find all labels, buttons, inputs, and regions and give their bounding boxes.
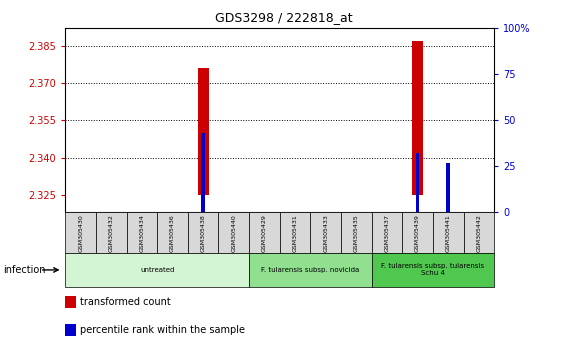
Text: GSM305437: GSM305437 <box>385 214 390 252</box>
Bar <box>198 68 208 195</box>
Text: GSM305436: GSM305436 <box>170 214 175 252</box>
Bar <box>412 41 423 195</box>
Bar <box>310 212 341 253</box>
Bar <box>201 133 205 212</box>
Text: GSM305440: GSM305440 <box>231 214 236 252</box>
Text: GSM305441: GSM305441 <box>446 214 451 252</box>
Text: percentile rank within the sample: percentile rank within the sample <box>80 325 244 335</box>
Text: GSM305435: GSM305435 <box>354 214 359 252</box>
Bar <box>96 212 127 253</box>
Text: GSM305438: GSM305438 <box>201 214 206 252</box>
Text: GSM305439: GSM305439 <box>415 214 420 252</box>
Text: GSM305433: GSM305433 <box>323 214 328 252</box>
Bar <box>157 212 188 253</box>
Bar <box>280 212 310 253</box>
Text: F. tularensis subsp. novicida: F. tularensis subsp. novicida <box>261 267 360 273</box>
Bar <box>463 212 494 253</box>
Bar <box>188 212 219 253</box>
Text: untreated: untreated <box>140 267 174 273</box>
Text: GDS3298 / 222818_at: GDS3298 / 222818_at <box>215 11 353 24</box>
Text: GSM305431: GSM305431 <box>293 214 298 252</box>
Bar <box>416 154 419 212</box>
Text: GSM305442: GSM305442 <box>477 214 481 252</box>
Text: GSM305429: GSM305429 <box>262 214 267 252</box>
Bar <box>433 212 463 253</box>
Bar <box>65 253 249 287</box>
Text: GSM305434: GSM305434 <box>139 214 144 252</box>
Text: infection: infection <box>3 265 45 275</box>
Bar <box>446 163 450 212</box>
Text: GSM305430: GSM305430 <box>78 214 83 252</box>
Text: F. tularensis subsp. tularensis
Schu 4: F. tularensis subsp. tularensis Schu 4 <box>381 263 485 276</box>
Bar <box>371 253 494 287</box>
Bar <box>127 212 157 253</box>
Bar <box>341 212 371 253</box>
Bar <box>219 212 249 253</box>
Bar <box>371 212 402 253</box>
Text: GSM305432: GSM305432 <box>108 214 114 252</box>
Bar <box>249 212 280 253</box>
Bar <box>249 253 371 287</box>
Text: transformed count: transformed count <box>80 297 170 307</box>
Bar <box>402 212 433 253</box>
Bar <box>65 212 96 253</box>
